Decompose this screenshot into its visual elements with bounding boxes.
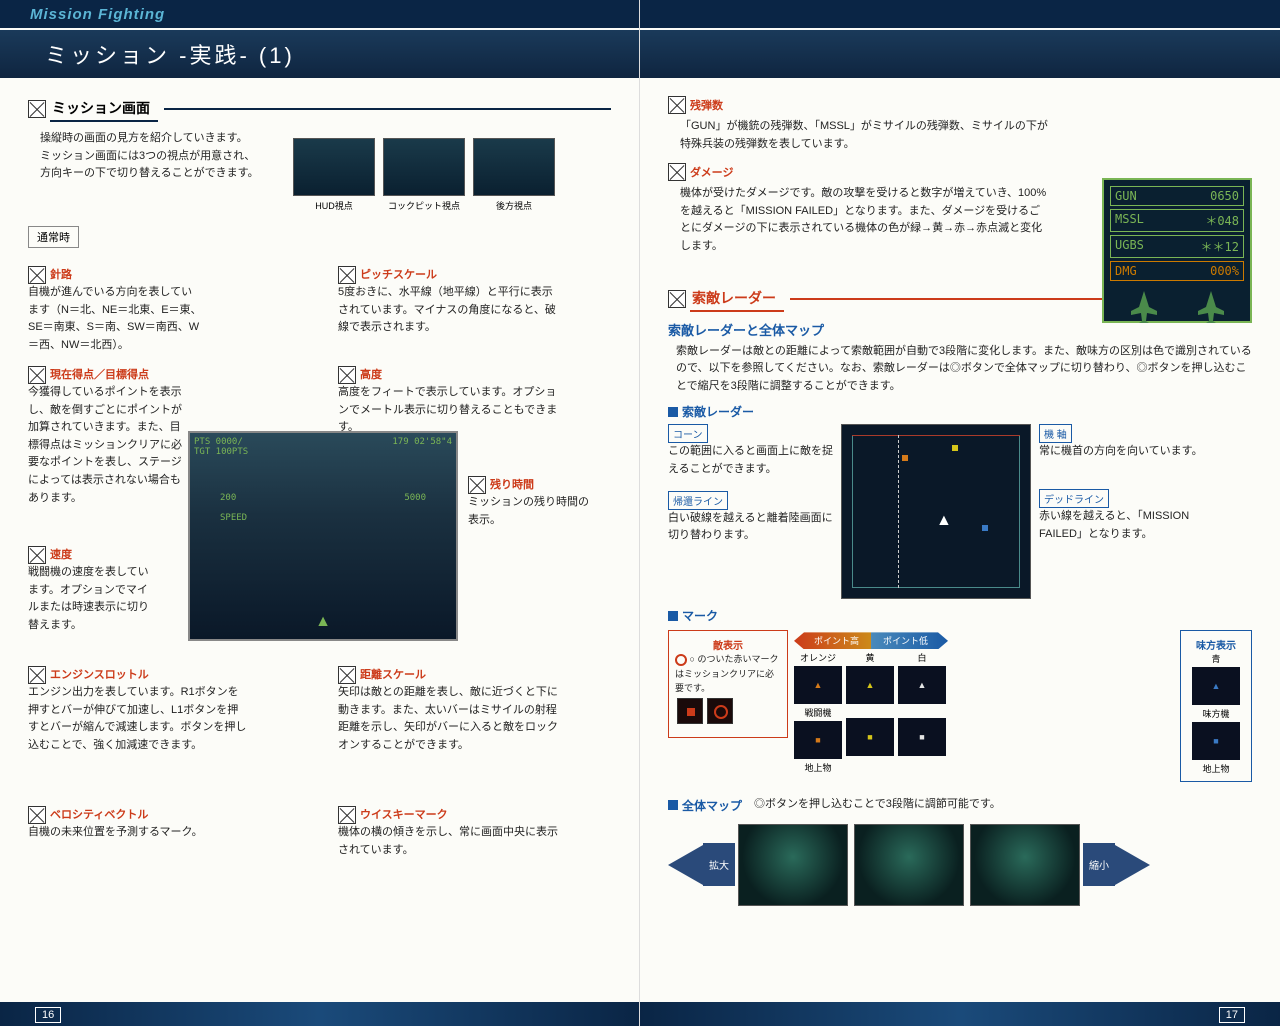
right-content: 残弾数 「GUN」が機銃の残弾数、「MSSL」がミサイルの残弾数、ミサイルの下が… — [640, 78, 1280, 924]
enemy-display-box: 敵表示 ○ のついた赤いマークはミッションクリアに必要です。 — [668, 630, 788, 737]
callout-whiskey: ウイスキーマーク 機体の横の傾きを示し、常に画面中央に表示されています。 — [338, 806, 558, 859]
callout-alt: 高度 高度をフィートで表示しています。オプションでメートル表示に切り替えることも… — [338, 366, 558, 437]
footer-left: 16 — [0, 1002, 639, 1026]
map-thumb-2 — [854, 824, 964, 906]
x-icon — [28, 100, 46, 118]
manual-spread: Mission Fighting ミッション -実践- (1) ミッション画面 … — [0, 0, 1280, 1026]
arrow-right-icon — [1115, 845, 1150, 885]
map-thumb-1 — [738, 824, 848, 906]
chapter-title: Mission Fighting — [30, 6, 165, 23]
thumb-rear — [473, 138, 555, 196]
callout-score: 現在得点／目標得点 今獲得しているポイントを表示し、敵を倒すごとにポイントが加算… — [28, 366, 183, 507]
map-head: 全体マップ ◎ボタンを押し込むことで3段階に調節可能です。 — [668, 796, 1252, 814]
map-thumb-3 — [970, 824, 1080, 906]
viewpoint-thumbs: HUD視点 コックピット視点 後方視点 — [293, 138, 555, 212]
section-title: ミッション画面 — [50, 96, 158, 122]
thumb-hud — [293, 138, 375, 196]
page-right: 残弾数 「GUN」が機銃の残弾数、「MSSL」がミサイルの残弾数、ミサイルの下が… — [640, 0, 1280, 1026]
left-content: ミッション画面 操縦時の画面の見方を紹介していきます。 ミッション画面には3つの… — [0, 78, 639, 904]
callout-time: 残り時間 ミッションの残り時間の表示。 — [468, 476, 598, 529]
callout-pitch: ピッチスケール 5度おきに、水平線（地平線）と平行に表示されています。マイナスの… — [338, 266, 558, 337]
title-band: ミッション -実践- (1) — [0, 30, 639, 78]
page-number-right: 17 — [1219, 1007, 1245, 1023]
callout-heading: 針路 自機が進んでいる方向を表しています（N＝北、NE＝北東、E＝東、SE＝南東… — [28, 266, 203, 354]
radar-head1: 索敵レーダー — [668, 403, 1252, 420]
title-band-right — [640, 30, 1280, 78]
hud-screenshot: PTS 0000/TGT 100PTS 179 02'58"4 200SPEED… — [188, 431, 458, 641]
footer-right: 17 — [640, 1002, 1280, 1026]
plane-silhouette-icon — [1129, 289, 1159, 324]
arrow-left-icon — [668, 845, 703, 885]
ammo-display: GUN0650 MSSL＊048 UGBS＊＊12 DMG000% — [1102, 178, 1252, 323]
enemy-target-icon — [707, 698, 733, 724]
intro-text: 操縦時の画面の見方を紹介していきます。 ミッション画面には3つの視点が用意され、… — [28, 130, 283, 220]
callout-speed: 速度 戦闘機の速度を表しています。オプションでマイルまたは時速表示に切り替えます… — [28, 546, 158, 634]
hud-callout-area: PTS 0000/TGT 100PTS 179 02'58"4 200SPEED… — [28, 266, 611, 886]
page-left: Mission Fighting ミッション -実践- (1) ミッション画面 … — [0, 0, 640, 1026]
chapter-band: Mission Fighting — [0, 0, 639, 28]
callout-velocity: ベロシティベクトル 自機の未来位置を予測するマーク。 — [28, 806, 278, 842]
callout-throttle: エンジンスロットル エンジン出力を表しています。R1ボタンを押すとバーが伸びて加… — [28, 666, 248, 754]
map-zoom-strip: 拡大 縮小 — [668, 824, 1252, 906]
page-title: ミッション -実践- (1) — [45, 38, 295, 70]
callout-damage: ダメージ — [668, 163, 1048, 181]
radar-display: ▲ — [841, 424, 1031, 599]
ally-display-box: 味方表示 青▲味方機■地上物 — [1180, 630, 1252, 782]
radar-head-mark: マーク — [668, 607, 1252, 624]
chapter-band-right — [640, 0, 1280, 28]
page-number-left: 16 — [35, 1007, 61, 1023]
callout-range: 距離スケール 矢印は敵との距離を表し、敵に近づくと下に動きます。また、太いバーは… — [338, 666, 558, 754]
section-mission-screen: ミッション画面 — [28, 96, 611, 122]
enemy-marker-icon — [677, 698, 703, 724]
subhead-normal: 通常時 — [28, 226, 79, 248]
mark-table: 敵表示 ○ のついた赤いマークはミッションクリアに必要です。 ポイント高ポイント… — [668, 630, 1252, 782]
thumb-cockpit — [383, 138, 465, 196]
plane-silhouette-icon — [1196, 289, 1226, 324]
callout-ammo: 残弾数 — [668, 96, 1048, 114]
